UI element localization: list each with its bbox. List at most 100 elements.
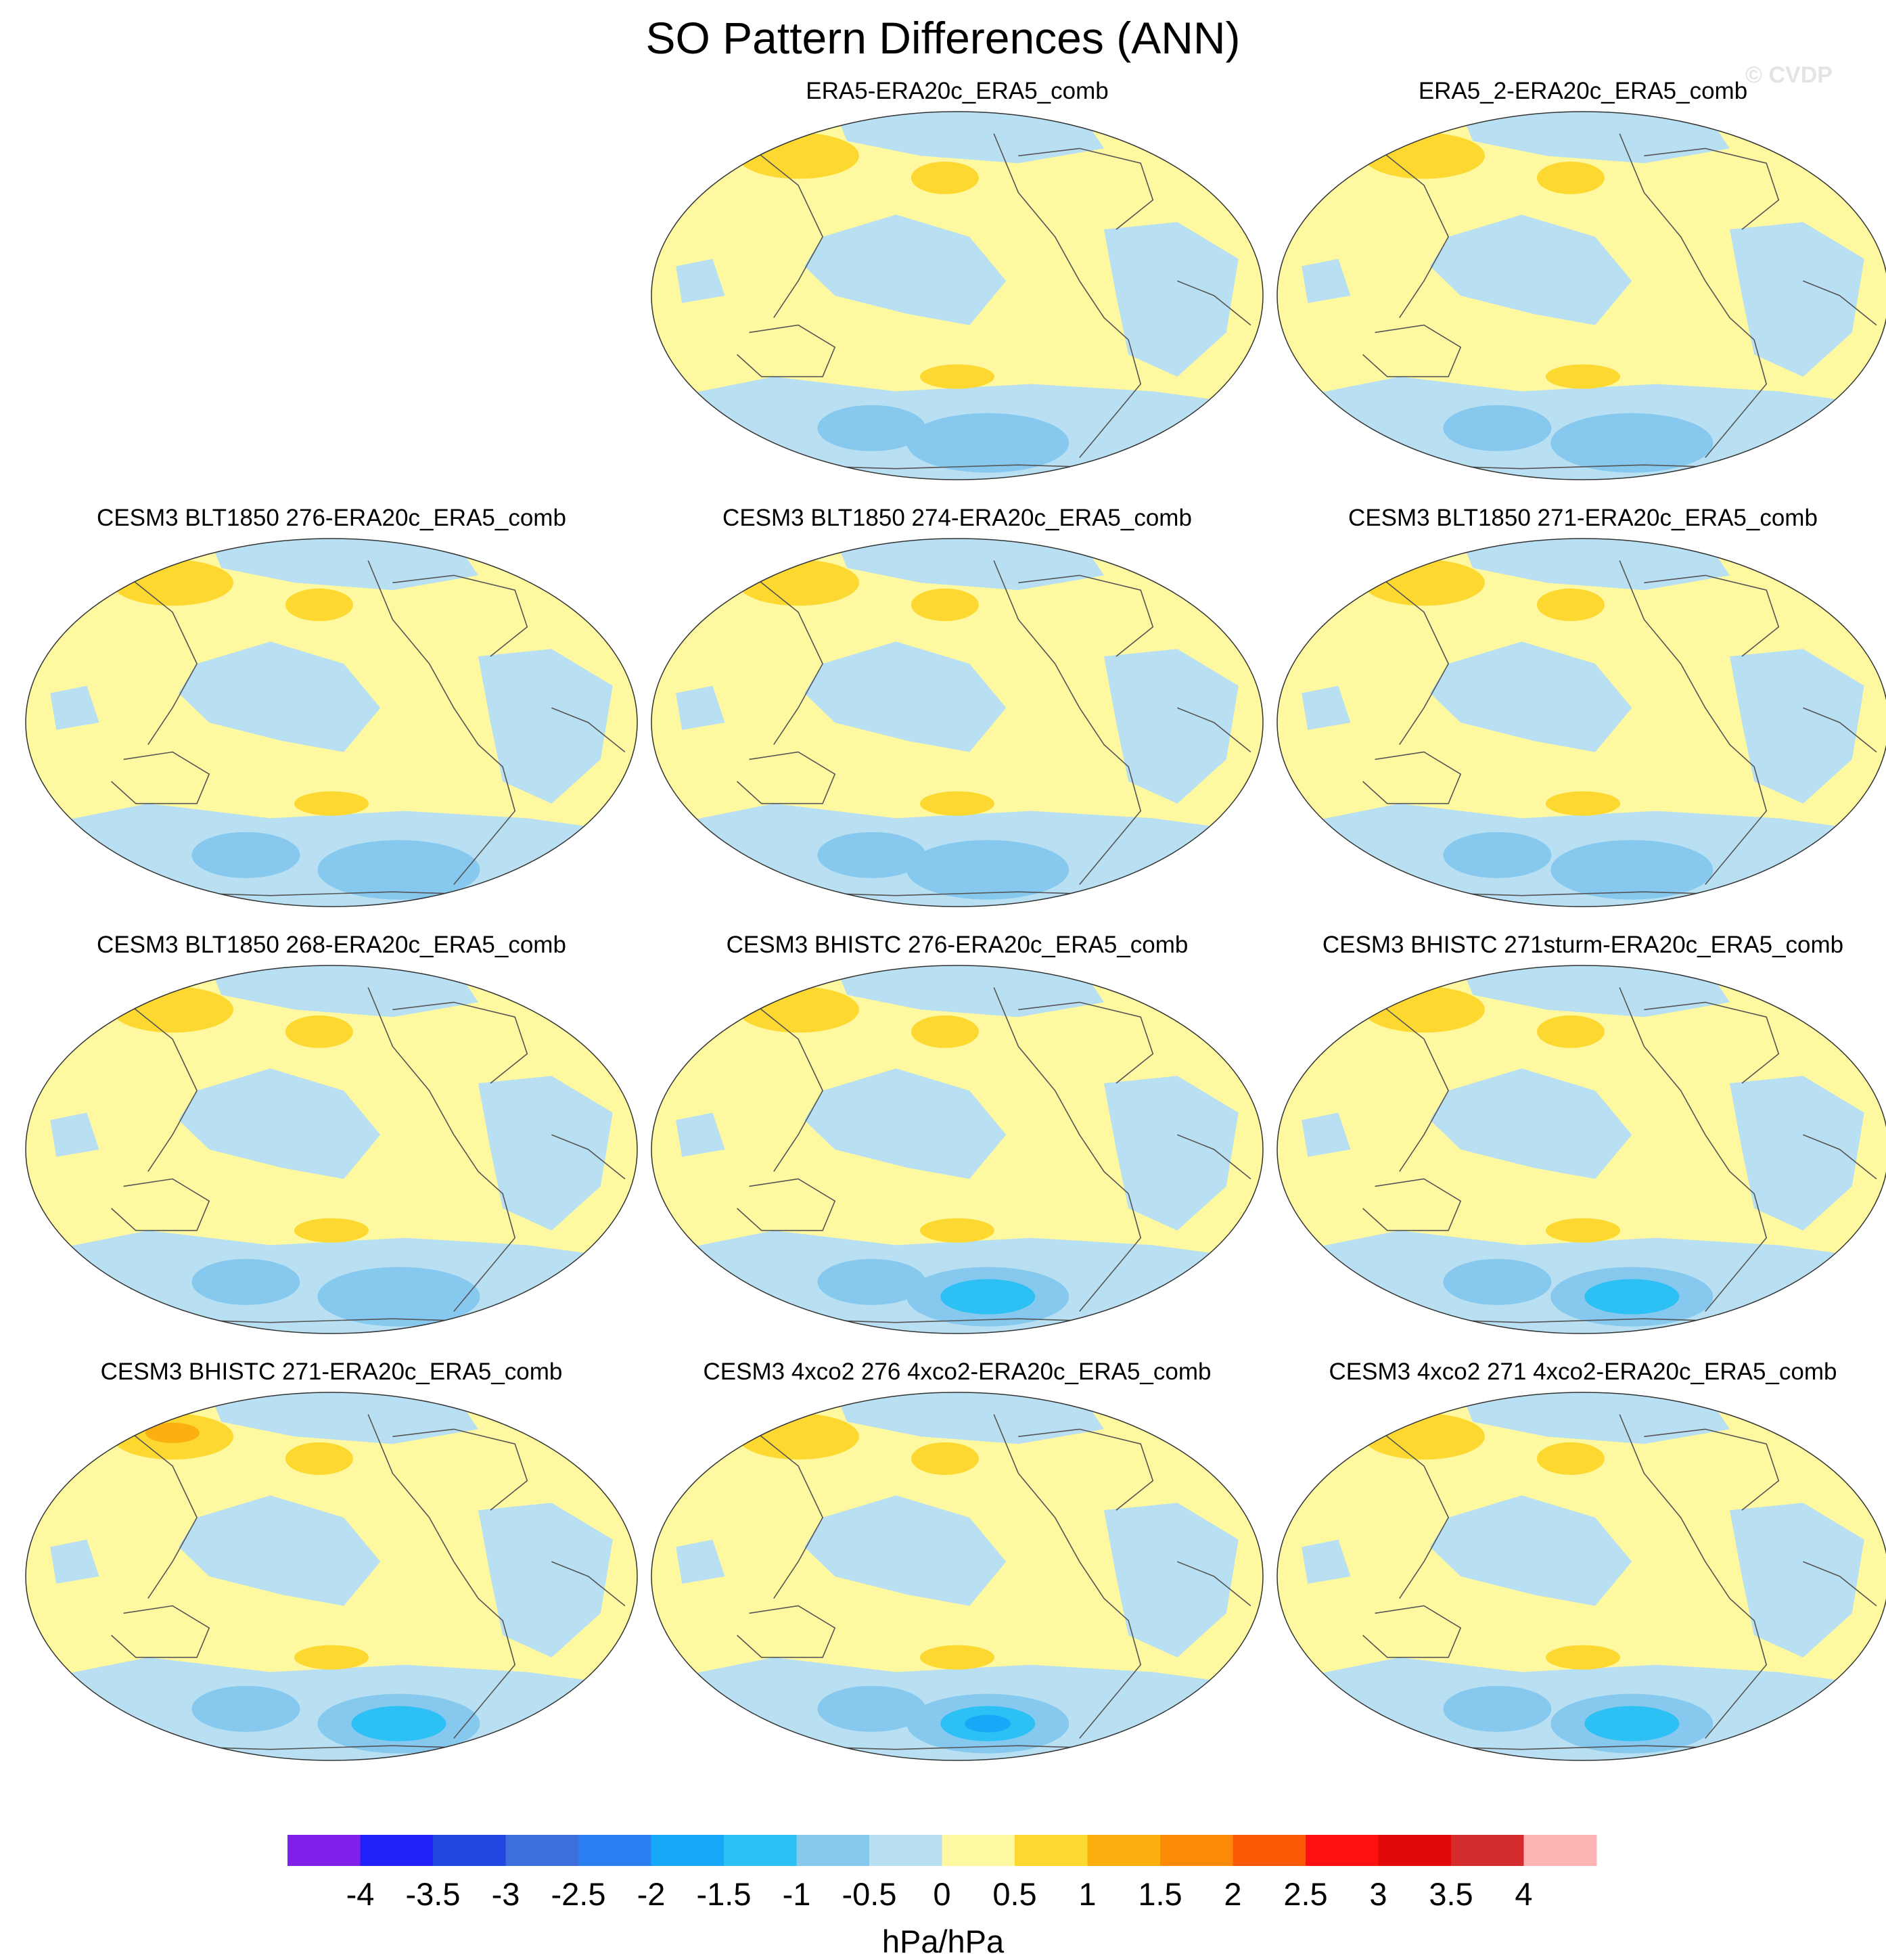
negative-blob	[817, 1258, 926, 1305]
coastline	[98, 980, 198, 1172]
negative-blob	[817, 831, 926, 878]
colorbar-tick-label: 4	[1515, 1876, 1532, 1912]
coastline	[98, 553, 198, 746]
panel-title: CESM3 BLT1850 268-ERA20c_ERA5_comb	[97, 932, 566, 958]
positive-blob	[920, 1645, 994, 1670]
figure-title: SO Pattern Differences (ANN)	[645, 13, 1241, 63]
coastline	[1803, 1134, 1877, 1180]
coastline	[551, 707, 626, 753]
map-panel	[26, 539, 637, 907]
coastline	[724, 553, 823, 746]
colorbar-tick-label: 2	[1224, 1876, 1241, 1912]
coastline	[1350, 126, 1449, 319]
positive-blob	[1362, 986, 1485, 1033]
negative-core	[1584, 1279, 1680, 1315]
panel-title: CESM3 BHISTC 271sturm-ERA20c_ERA5_comb	[1322, 932, 1844, 958]
colorbar-swatch	[1015, 1835, 1088, 1866]
coastline	[1018, 1428, 1154, 1511]
positive-blob	[1546, 1645, 1620, 1670]
negative-region	[835, 539, 1104, 591]
coastline	[1177, 1561, 1251, 1607]
negative-region	[478, 1076, 613, 1231]
coastline	[111, 751, 210, 804]
coastline	[1350, 1407, 1449, 1599]
positive-blob	[920, 791, 994, 816]
panel-title: CESM3 BLT1850 271-ERA20c_ERA5_comb	[1348, 505, 1818, 531]
positive-blob	[294, 1218, 369, 1243]
positive-blob	[1546, 364, 1620, 389]
colorbar-swatch	[1087, 1835, 1161, 1866]
coastline	[1619, 1414, 1768, 1739]
negative-core	[351, 1706, 446, 1741]
negative-region	[179, 641, 381, 752]
colorbar-swatch	[1523, 1835, 1597, 1866]
positive-blob	[285, 1015, 353, 1048]
coastline	[367, 1414, 516, 1739]
positive-core	[145, 1422, 200, 1443]
positive-blob	[911, 1442, 979, 1475]
colorbar-swatch	[360, 1835, 434, 1866]
colorbar-tick-label: -3	[492, 1876, 520, 1912]
coastline	[1644, 147, 1780, 230]
negative-blob	[191, 831, 300, 878]
negative-blob	[191, 1258, 300, 1305]
colorbar-tick-label: -3.5	[406, 1876, 461, 1912]
colorbar-tick-label: -2.5	[551, 1876, 606, 1912]
negative-region	[478, 649, 613, 804]
colorbar-swatch	[1233, 1835, 1306, 1866]
negative-region	[1730, 1076, 1864, 1231]
colorbar-swatch	[942, 1835, 1015, 1866]
map-outline	[1276, 111, 1886, 480]
negative-region	[209, 1392, 478, 1444]
map-outline	[1276, 1392, 1886, 1761]
negative-blob	[817, 1685, 926, 1732]
coastline	[1619, 987, 1768, 1312]
colorbar-swatch	[505, 1835, 579, 1866]
coastline	[1177, 1134, 1251, 1180]
coastline	[551, 1561, 626, 1607]
coastline	[1803, 280, 1877, 326]
map-outline	[651, 1392, 1264, 1761]
colorbar-swatch	[1160, 1835, 1233, 1866]
positive-blob	[1546, 1218, 1620, 1243]
negative-region	[1430, 641, 1632, 752]
negative-region	[676, 258, 725, 303]
colorbar-swatch	[578, 1835, 651, 1866]
positive-blob	[911, 1015, 979, 1048]
panel-title: ERA5_2-ERA20c_ERA5_comb	[1418, 78, 1748, 104]
coastline	[551, 1134, 626, 1180]
negative-region	[1302, 1539, 1351, 1584]
coastline	[1177, 280, 1251, 326]
positive-blob	[1362, 1413, 1485, 1460]
coastline	[993, 987, 1142, 1312]
positive-blob	[920, 364, 994, 389]
negative-blob	[1443, 831, 1552, 878]
negative-region	[50, 1539, 99, 1584]
colorbar-swatch	[1451, 1835, 1524, 1866]
negative-region	[209, 965, 478, 1018]
negative-region	[209, 539, 478, 591]
coastline	[1362, 751, 1462, 804]
positive-blob	[294, 1645, 369, 1670]
negative-region	[1430, 214, 1632, 325]
map-panel	[651, 112, 1263, 480]
colorbar-swatch	[1306, 1835, 1379, 1866]
negative-blob	[1443, 405, 1552, 451]
map-outline	[651, 538, 1264, 907]
negative-blob	[1550, 840, 1714, 900]
negative-region	[1730, 1503, 1864, 1658]
coastline	[1619, 560, 1768, 885]
coastline	[1619, 133, 1768, 458]
coastline	[1018, 147, 1154, 230]
negative-region	[835, 965, 1104, 1018]
map-panel	[26, 965, 637, 1334]
positive-blob	[1546, 791, 1620, 816]
coastline	[1644, 1001, 1780, 1084]
negative-blob	[906, 840, 1070, 900]
positive-blob	[737, 560, 859, 606]
map-panel	[1277, 1392, 1886, 1760]
coastline	[392, 574, 528, 657]
negative-region	[676, 1539, 725, 1584]
coastline	[737, 324, 836, 378]
